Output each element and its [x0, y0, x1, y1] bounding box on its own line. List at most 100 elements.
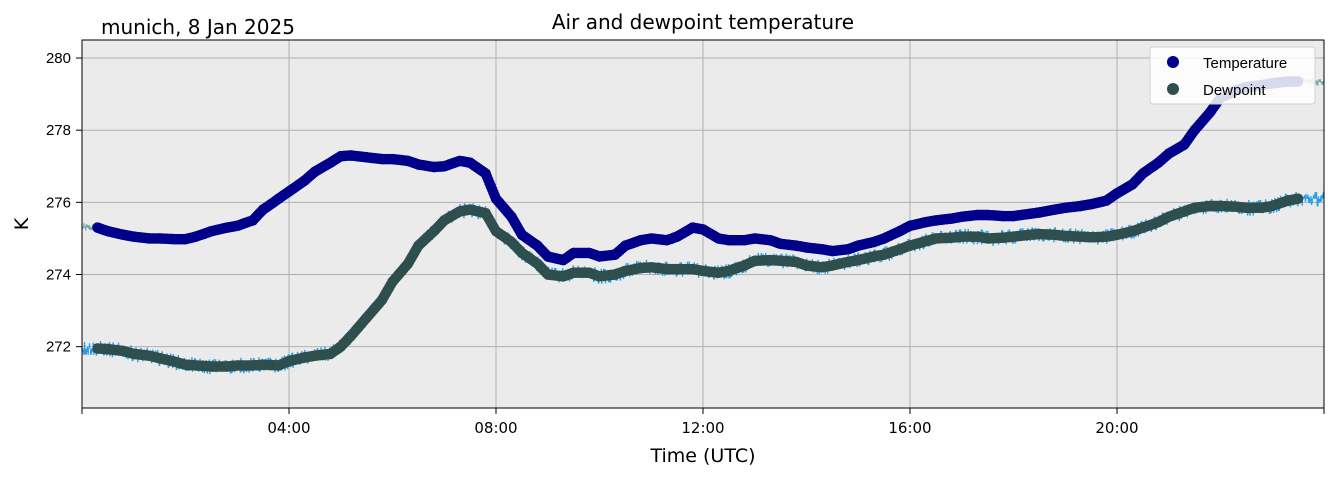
data-point [904, 220, 916, 231]
x-tick-label: 08:00 [474, 419, 517, 437]
data-point [428, 226, 440, 237]
data-point [1179, 206, 1190, 217]
data-point [1163, 148, 1175, 159]
data-point [283, 186, 295, 197]
data-point [946, 232, 957, 243]
data-point [247, 360, 258, 371]
data-point [904, 240, 916, 251]
x-axis-label: Time (UTC) [649, 445, 755, 467]
data-point [878, 249, 890, 260]
data-point [454, 206, 465, 217]
data-point [1085, 199, 1097, 210]
data-point [1075, 231, 1087, 242]
data-point [972, 231, 983, 242]
data-point [584, 267, 595, 278]
data-point [335, 341, 346, 352]
data-point [92, 343, 103, 354]
data-point [516, 247, 528, 259]
data-point [791, 256, 802, 268]
data-point [1241, 202, 1252, 213]
data-point [413, 240, 424, 251]
data-point [1179, 139, 1190, 150]
data-point [1137, 168, 1149, 179]
data-point [309, 350, 321, 361]
legend-marker-temperature [1167, 56, 1179, 68]
x-tick-label: 04:00 [267, 419, 310, 437]
data-point [102, 344, 114, 355]
data-point [775, 255, 786, 266]
series-dewpoint [92, 193, 1304, 372]
data-point [154, 233, 165, 244]
data-point [387, 276, 398, 287]
data-point [376, 294, 388, 305]
y-tick-label: 274 [46, 267, 71, 284]
y-tick-label: 276 [46, 194, 71, 211]
y-tick-label: 280 [46, 50, 71, 67]
data-point [1292, 193, 1304, 204]
data-point [671, 231, 683, 242]
data-point [982, 233, 993, 244]
data-point [646, 262, 657, 273]
data-point [1049, 204, 1061, 215]
data-point [775, 238, 786, 249]
data-point [428, 161, 440, 173]
data-point [480, 208, 491, 219]
data-point [464, 204, 476, 215]
data-point [946, 213, 957, 224]
data-point [102, 226, 114, 237]
data-point [816, 262, 828, 273]
data-point [568, 247, 579, 259]
data-point [118, 345, 129, 357]
data-point [609, 269, 621, 280]
data-point [1008, 231, 1019, 242]
data-point [1127, 226, 1138, 237]
data-point [206, 361, 217, 372]
data-point [972, 209, 983, 221]
data-point [749, 255, 760, 266]
data-point [221, 222, 233, 233]
y-axis-ticks: 272 274 276 278 280 [46, 50, 82, 356]
data-point [299, 352, 310, 363]
data-point [387, 153, 398, 165]
data-point [1205, 107, 1216, 118]
data-point [739, 235, 750, 246]
data-point [532, 240, 543, 251]
data-point [154, 353, 165, 364]
data-point [232, 220, 243, 231]
data-point [1049, 229, 1061, 240]
data-point [646, 233, 657, 244]
data-point [1137, 222, 1149, 233]
data-point [169, 234, 181, 245]
data-point [584, 247, 595, 259]
data-point [1153, 217, 1164, 228]
data-point [609, 249, 621, 260]
data-point [542, 251, 553, 262]
y-tick-label: 278 [46, 122, 71, 139]
data-point [1023, 229, 1035, 240]
data-point [1075, 200, 1087, 212]
data-point [144, 350, 155, 361]
legend-box [1149, 46, 1316, 105]
data-point [345, 150, 357, 161]
data-point [1163, 211, 1175, 222]
data-point [930, 215, 942, 226]
data-point [801, 260, 812, 271]
data-point [439, 215, 450, 226]
data-point [791, 240, 802, 251]
data-point [345, 330, 357, 341]
data-point [169, 356, 181, 367]
data-point [930, 233, 942, 244]
data-point [1060, 230, 1071, 242]
data-point [247, 215, 258, 226]
data-point [920, 236, 931, 247]
data-point [1034, 207, 1045, 218]
data-point [842, 256, 854, 268]
data-point [878, 233, 890, 244]
data-point [697, 265, 709, 277]
data-point [558, 254, 569, 266]
data-point [765, 235, 776, 246]
x-tick-label: 16:00 [888, 419, 931, 437]
data-point [635, 262, 647, 274]
